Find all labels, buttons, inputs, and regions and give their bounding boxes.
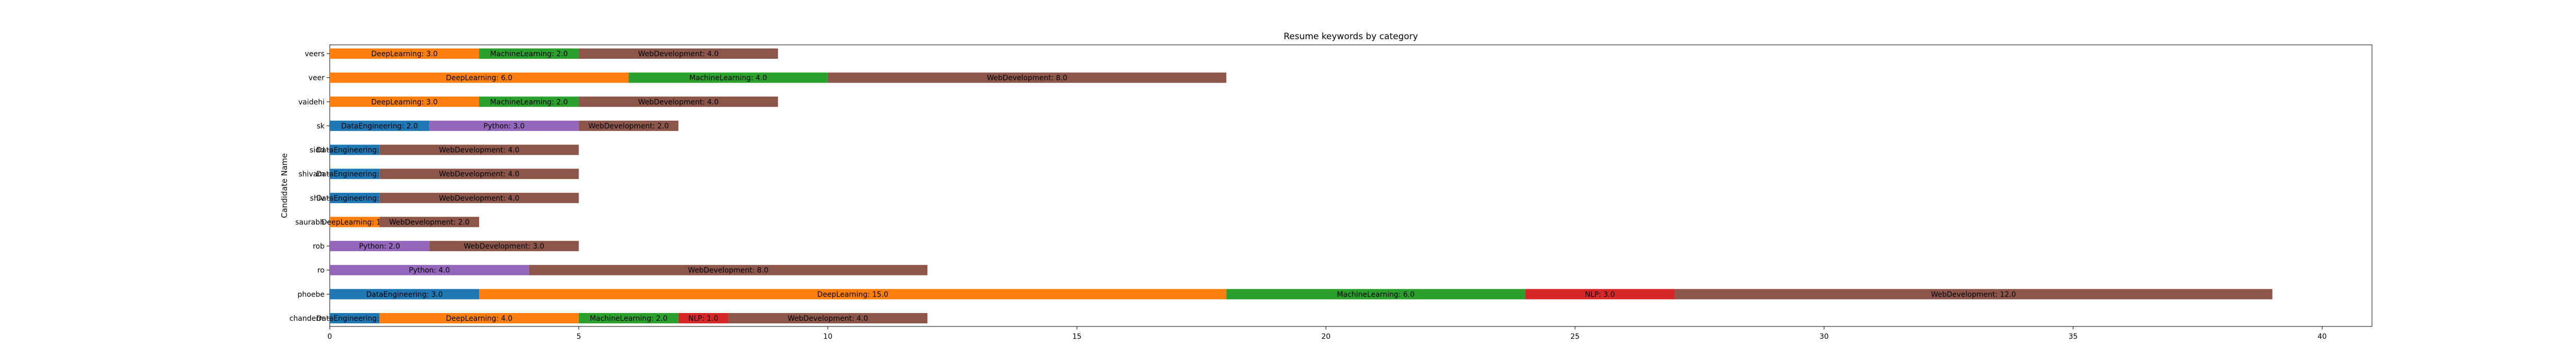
bar-veers-DeepLearning — [330, 48, 480, 59]
bar-label: DeepLearning: 1.0 — [321, 218, 388, 226]
bar-label: DataEngineering: 1.0 — [316, 170, 393, 178]
bar-saurabh-DeepLearning — [330, 217, 380, 227]
y-tick-label: shiv — [310, 194, 325, 203]
bar-vaidehi-DeepLearning — [330, 96, 480, 107]
y-tick-label: ro — [317, 267, 325, 275]
bar-label: DataEngineering: 2.0 — [341, 122, 418, 130]
bar-label: WebDevelopment: 3.0 — [464, 242, 544, 251]
bar-chanderrr-DataEngineering — [330, 313, 380, 323]
bar-sidd-WebDevelopment — [379, 144, 579, 155]
bar-label: WebDevelopment: 4.0 — [638, 98, 719, 106]
x-tick-label: 25 — [1570, 333, 1580, 341]
x-tick-label: 20 — [1321, 333, 1331, 341]
bar-rob-WebDevelopment — [429, 241, 579, 252]
bar-sk-DataEngineering — [330, 120, 430, 131]
bar-chanderrr-DeepLearning — [379, 313, 579, 323]
bars: DataEngineering: 1.0 DeepLearning: 4.0 Mac… — [316, 48, 2273, 323]
bar-label: Python: 4.0 — [409, 267, 450, 275]
bar-phoebe-WebDevelopment — [1674, 289, 2273, 300]
bar-label: NLP: 1.0 — [688, 315, 718, 323]
bar-label: DataEngineering: 1.0 — [316, 315, 393, 323]
y-tick-label: shivam — [298, 170, 325, 178]
x-tick-label: 0 — [328, 333, 332, 341]
bar-label: WebDevelopment: 4.0 — [439, 170, 519, 178]
y-tick-label: veers — [304, 50, 325, 58]
y-tick-label: sidd — [310, 146, 325, 155]
bar-ro-WebDevelopment — [529, 265, 928, 275]
bar-label: DataEngineering: 1.0 — [316, 146, 393, 155]
bar-label: WebDevelopment: 4.0 — [788, 315, 868, 323]
x-tick-label: 10 — [823, 333, 833, 341]
x-tick-label: 40 — [2317, 333, 2327, 341]
bar-shiv-DataEngineering — [330, 192, 380, 203]
bar-label: MachineLearning: 2.0 — [490, 50, 568, 58]
bar-shivam-WebDevelopment — [379, 169, 579, 179]
bar-vaidehi-WebDevelopment — [579, 96, 778, 107]
x-tick-label: 5 — [577, 333, 581, 341]
bar-label: WebDevelopment: 2.0 — [588, 122, 669, 130]
y-tick-label: sk — [317, 122, 325, 130]
bar-label: DataEngineering: 3.0 — [366, 290, 443, 299]
bar-label: DeepLearning: 3.0 — [371, 98, 437, 106]
bar-label: DeepLearning: 3.0 — [371, 50, 437, 58]
y-axis-label: Candidate Name — [280, 153, 289, 218]
y-tick-label: saurabh — [295, 218, 325, 226]
bar-label: WebDevelopment: 2.0 — [389, 218, 469, 226]
bar-sk-Python — [429, 120, 579, 131]
bar-vaidehi-MachineLearning — [479, 96, 579, 107]
bar-label: WebDevelopment: 4.0 — [439, 146, 519, 155]
bar-veer-DeepLearning — [330, 72, 629, 83]
bar-chanderrr-MachineLearning — [579, 313, 679, 323]
bar-veers-MachineLearning — [479, 48, 579, 59]
bar-label: WebDevelopment: 4.0 — [439, 194, 519, 203]
y-tick-label: vaidehi — [298, 98, 325, 106]
bar-phoebe-NLP — [1525, 289, 1675, 300]
y-tick-label: veer — [309, 74, 325, 83]
bar-label: Python: 2.0 — [359, 242, 400, 251]
y-tick-label: chanderrr — [290, 315, 325, 323]
bar-label: WebDevelopment: 12.0 — [1931, 290, 2016, 299]
bar-label: WebDevelopment: 8.0 — [987, 74, 1067, 83]
bar-veer-MachineLearning — [629, 72, 828, 83]
x-tick-label: 15 — [1072, 333, 1081, 341]
bar-shivam-DataEngineering — [330, 169, 380, 179]
bar-label: MachineLearning: 2.0 — [490, 98, 568, 106]
bar-label: Python: 3.0 — [483, 122, 524, 130]
bar-label: MachineLearning: 6.0 — [1337, 290, 1415, 299]
bar-ro-Python — [330, 265, 529, 275]
bar-label: DataEngineering: 1.0 — [316, 194, 393, 203]
plot-area — [329, 44, 2372, 327]
bar-label: DeepLearning: 6.0 — [446, 74, 512, 83]
bar-label: DeepLearning: 4.0 — [446, 315, 512, 323]
bar-saurabh-WebDevelopment — [379, 217, 480, 227]
bar-phoebe-DataEngineering — [330, 289, 480, 300]
bar-chanderrr-WebDevelopment — [728, 313, 928, 323]
bar-label: WebDevelopment: 4.0 — [638, 50, 719, 58]
y-tick-label: rob — [313, 242, 325, 251]
axis-ticks: chanderrr phoebe ro rob saurabh shiv shivam sid… — [290, 50, 2327, 341]
bar-rob-Python — [330, 241, 430, 252]
bar-label: WebDevelopment: 8.0 — [688, 267, 768, 275]
bar-label: NLP: 3.0 — [1585, 290, 1615, 299]
bar-shiv-WebDevelopment — [379, 192, 579, 203]
bar-phoebe-DeepLearning — [479, 289, 1227, 300]
bar-label: MachineLearning: 2.0 — [590, 315, 668, 323]
bar-veer-WebDevelopment — [827, 72, 1227, 83]
bar-chanderrr-NLP — [678, 313, 728, 323]
bar-label: DeepLearning: 15.0 — [817, 290, 888, 299]
x-tick-label: 35 — [2069, 333, 2078, 341]
chart-title: Resume keywords by category — [1284, 31, 1418, 42]
bar-label: MachineLearning: 4.0 — [689, 74, 767, 83]
bar-sidd-DataEngineering — [330, 144, 380, 155]
bar-phoebe-MachineLearning — [1226, 289, 1526, 300]
y-tick-label: phoebe — [298, 290, 325, 299]
bar-veers-WebDevelopment — [579, 48, 778, 59]
x-tick-label: 30 — [1820, 333, 1829, 341]
bar-sk-WebDevelopment — [579, 120, 679, 131]
